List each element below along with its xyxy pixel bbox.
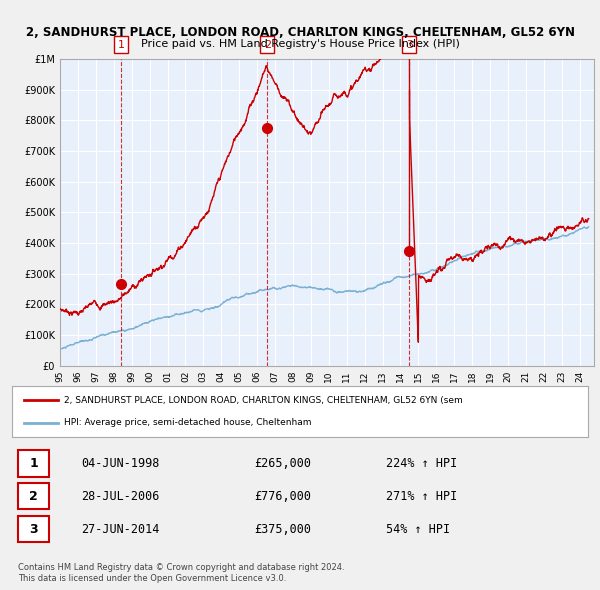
Text: 3: 3 xyxy=(406,40,413,50)
Text: £776,000: £776,000 xyxy=(254,490,311,503)
FancyBboxPatch shape xyxy=(18,516,49,542)
FancyBboxPatch shape xyxy=(18,483,49,509)
Text: £265,000: £265,000 xyxy=(254,457,311,470)
Text: £375,000: £375,000 xyxy=(254,523,311,536)
Text: 2: 2 xyxy=(29,490,38,503)
Text: 28-JUL-2006: 28-JUL-2006 xyxy=(81,490,160,503)
Text: 1: 1 xyxy=(118,40,125,50)
Text: 3: 3 xyxy=(29,523,38,536)
Text: 2: 2 xyxy=(264,40,271,50)
Text: 1: 1 xyxy=(29,457,38,470)
Text: 27-JUN-2014: 27-JUN-2014 xyxy=(81,523,160,536)
Text: 2, SANDHURST PLACE, LONDON ROAD, CHARLTON KINGS, CHELTENHAM, GL52 6YN: 2, SANDHURST PLACE, LONDON ROAD, CHARLTO… xyxy=(25,26,575,39)
Text: 04-JUN-1998: 04-JUN-1998 xyxy=(81,457,160,470)
Text: HPI: Average price, semi-detached house, Cheltenham: HPI: Average price, semi-detached house,… xyxy=(64,418,311,427)
Text: 271% ↑ HPI: 271% ↑ HPI xyxy=(386,490,458,503)
Text: 224% ↑ HPI: 224% ↑ HPI xyxy=(386,457,458,470)
Text: Contains HM Land Registry data © Crown copyright and database right 2024.
This d: Contains HM Land Registry data © Crown c… xyxy=(18,563,344,583)
Text: Price paid vs. HM Land Registry's House Price Index (HPI): Price paid vs. HM Land Registry's House … xyxy=(140,40,460,49)
FancyBboxPatch shape xyxy=(18,451,49,477)
Text: 54% ↑ HPI: 54% ↑ HPI xyxy=(386,523,451,536)
Text: 2, SANDHURST PLACE, LONDON ROAD, CHARLTON KINGS, CHELTENHAM, GL52 6YN (sem: 2, SANDHURST PLACE, LONDON ROAD, CHARLTO… xyxy=(64,396,463,405)
